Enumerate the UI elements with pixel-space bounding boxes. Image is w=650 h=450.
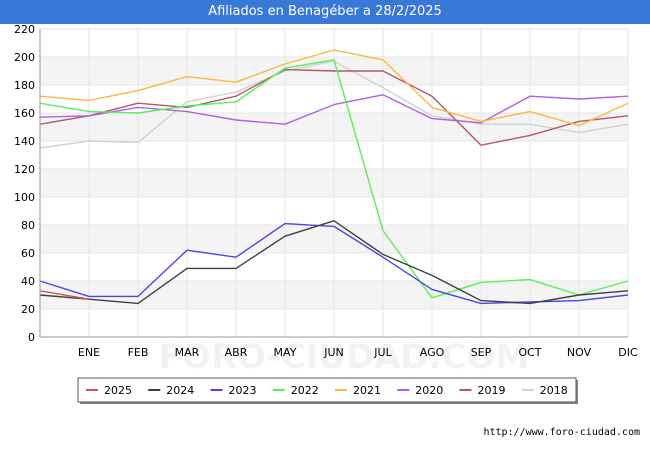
y-tick-label: 160: [14, 107, 35, 120]
y-tick-label: 180: [14, 79, 35, 92]
series-line-2023: [39, 222, 629, 305]
x-tick-label: DIC: [618, 346, 638, 359]
x-tick-label: ENE: [78, 346, 100, 359]
series-line-2020: [39, 94, 629, 125]
legend-label-2020: 2020: [415, 384, 443, 397]
chart-title: Afiliados en Benagéber a 28/2/2025: [0, 0, 650, 24]
series-line-2019: [39, 68, 629, 146]
series-line-2025: [39, 290, 90, 300]
y-tick-label: 80: [21, 219, 35, 232]
x-tick-label: SEP: [471, 346, 492, 359]
legend-label-2022: 2022: [291, 384, 319, 397]
x-tick-label: JUN: [323, 346, 344, 359]
x-tick-label: NOV: [567, 346, 592, 359]
x-tick-label: MAY: [274, 346, 297, 359]
y-tick-label: 120: [14, 163, 35, 176]
x-tick-label: AGO: [420, 346, 445, 359]
y-tick-label: 220: [14, 23, 35, 36]
legend-label-2023: 2023: [229, 384, 257, 397]
x-tick-label: ABR: [225, 346, 248, 359]
footer-url: http://www.foro-ciudad.com: [483, 427, 640, 438]
y-tick-label: 60: [21, 247, 35, 260]
legend-label-2025: 2025: [104, 384, 132, 397]
x-tick-label: JUL: [373, 346, 392, 359]
watermark-text: FORO-CIUDAD.COM: [159, 337, 530, 377]
legend-label-2024: 2024: [166, 384, 194, 397]
x-tick-label: FEB: [128, 346, 149, 359]
legend-box: [77, 377, 577, 403]
y-tick-label: 20: [21, 303, 35, 316]
series-line-2021: [39, 49, 629, 127]
series-lines: [39, 49, 629, 305]
legend: 2025 2024 2023 2022 2021 2020 2019 2018: [77, 377, 578, 404]
legend-label-2018: 2018: [540, 384, 568, 397]
legend-label-2019: 2019: [478, 384, 506, 397]
watermark: FORO-CIUDAD.COM: [159, 337, 530, 377]
x-tick-label: MAR: [175, 346, 200, 359]
series-line-2022: [39, 59, 629, 299]
y-tick-label: 0: [28, 331, 35, 344]
series-line-2024: [39, 220, 629, 305]
y-tick-label: 200: [14, 51, 35, 64]
y-tick-label: 40: [21, 275, 35, 288]
axes: 0 20 40 60 80 100 120 140 160 180 200 220 ENE FEB MAR A…: [14, 23, 638, 359]
x-tick-label: OCT: [518, 346, 541, 359]
y-tick-label: 100: [14, 191, 35, 204]
legend-label-2021: 2021: [353, 384, 381, 397]
y-tick-label: 140: [14, 135, 35, 148]
grid-bands: [40, 28, 629, 338]
